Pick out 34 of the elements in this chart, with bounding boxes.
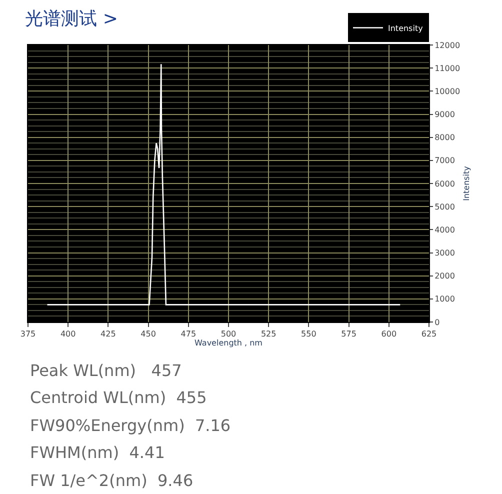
y-tick-label: 4000 — [434, 225, 455, 234]
y-tick-label: 9000 — [434, 110, 455, 120]
chart-title: 光谱测试 > — [25, 8, 118, 30]
y-tick-label: 3000 — [434, 248, 455, 258]
x-tick-label: 375 — [20, 330, 36, 339]
y-tick-label: 10000 — [434, 86, 460, 96]
y-tick-label: 2000 — [434, 272, 455, 281]
x-tick-label: 625 — [421, 330, 437, 339]
text: FW90%Energy(nm) 7.16 — [30, 416, 231, 435]
x-tick-label: 450 — [140, 330, 156, 339]
x-tick-label: 575 — [341, 330, 356, 339]
y-tick-label: 0 — [434, 318, 440, 327]
x-tick-label: 525 — [260, 330, 276, 339]
x-tick-label: 425 — [100, 330, 116, 339]
x-tick-label: 400 — [60, 330, 76, 339]
text: FW 1/e^2(nm) 9.46 — [30, 471, 194, 490]
text: Centroid WL(nm) 455 — [30, 388, 207, 407]
y-axis-title: Intensity — [462, 166, 472, 201]
legend-label: Intensity — [388, 24, 424, 33]
x-tick-label: 600 — [381, 330, 397, 339]
y-tick-label: 11000 — [434, 64, 460, 73]
text: Peak WL(nm) 457 — [30, 361, 182, 380]
x-axis-title: Wavelength , nm — [194, 338, 263, 348]
y-tick-label: 8000 — [434, 133, 455, 142]
y-tick-label: 7000 — [434, 156, 455, 166]
y-tick-label: 12000 — [434, 40, 460, 50]
text: FWHM(nm) 4.41 — [30, 443, 165, 462]
x-tick-label: 475 — [180, 330, 196, 339]
line-series — [46, 64, 401, 306]
y-tick-label: 6000 — [434, 179, 455, 188]
y-tick-label: 5000 — [434, 202, 455, 212]
y-tick-label: 1000 — [434, 294, 455, 304]
x-tick-label: 500 — [220, 330, 236, 339]
x-tick-label: 550 — [301, 330, 316, 339]
